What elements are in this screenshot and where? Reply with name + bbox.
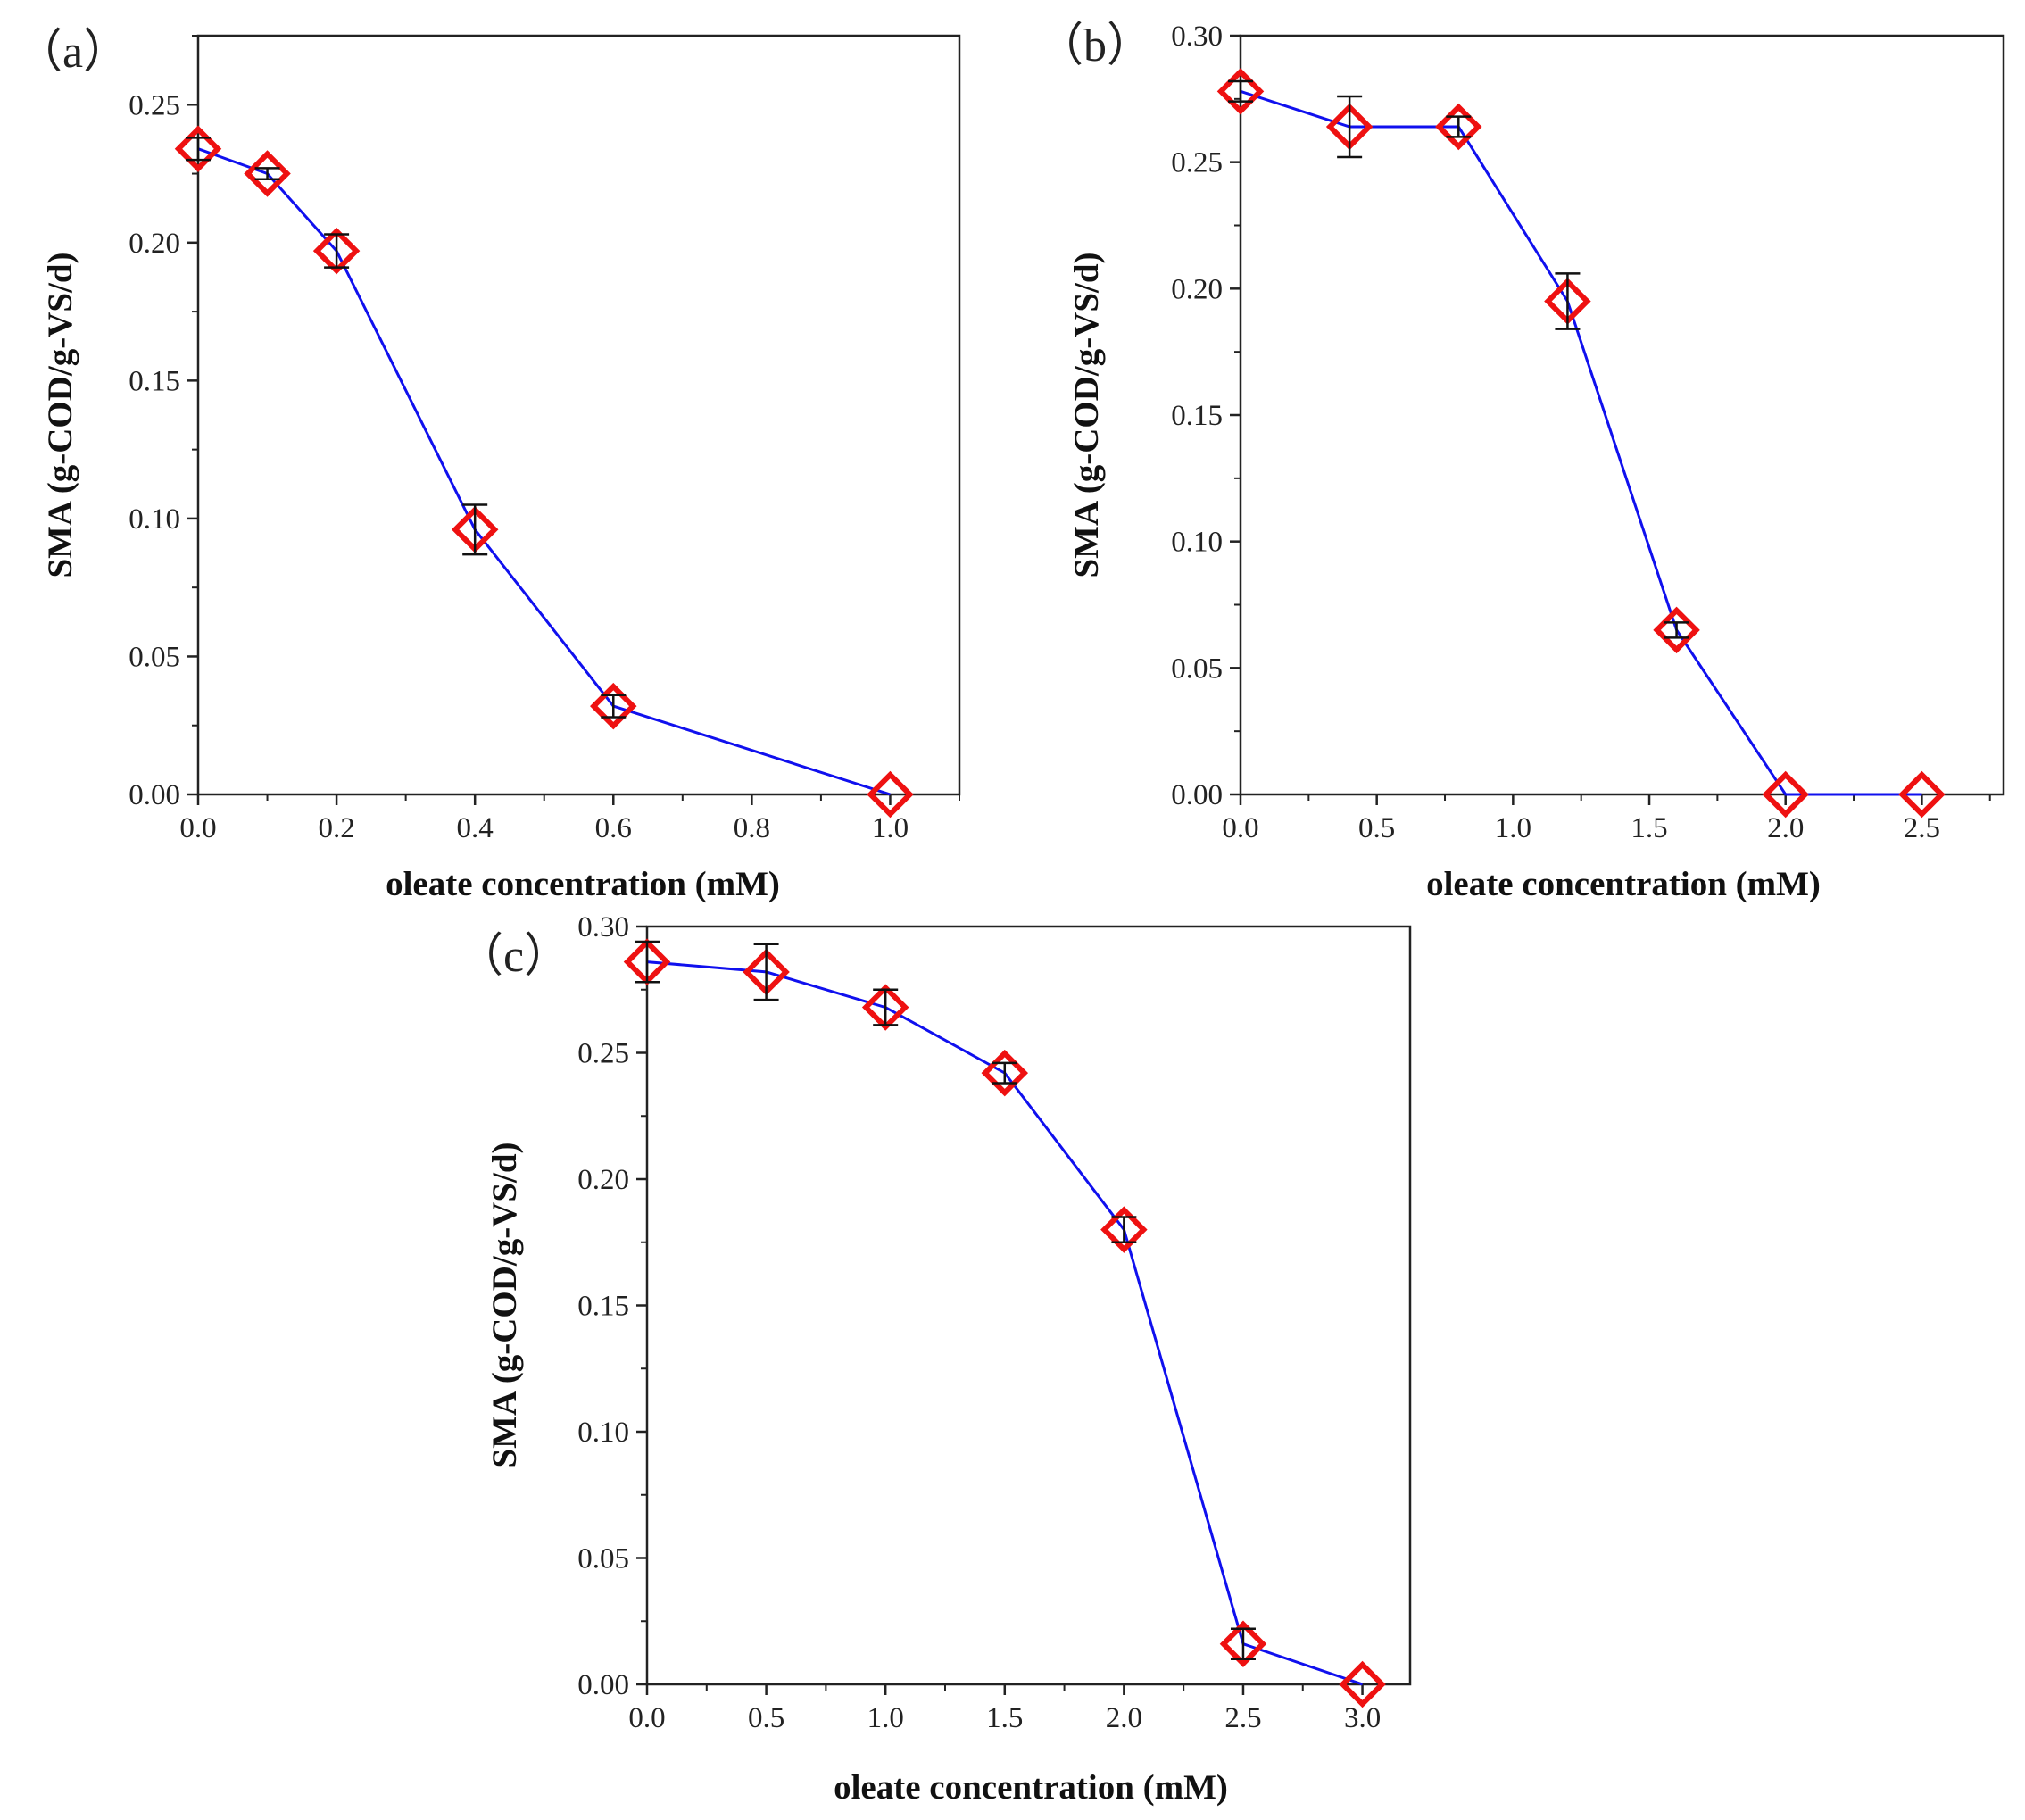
error-bar-a-0	[186, 137, 211, 162]
x-tick-label-a-1: 0.2	[318, 812, 354, 844]
panel-label-a: （a）	[16, 27, 129, 78]
x-axis-title-c: oleate concentration (mM)	[834, 1768, 1228, 1807]
error-bar-a-2	[324, 233, 350, 269]
error-bar-b-0	[1228, 79, 1253, 103]
y-tick-label-a-1: 0.05	[129, 641, 180, 673]
x-tick-label-b-3: 1.5	[1631, 812, 1667, 844]
y-tick-label-c-1: 0.05	[577, 1543, 629, 1575]
error-bar-b-1	[1337, 95, 1363, 159]
panel-a: （a） 0.0 0.2 0.4 0.6 0.8 1.00.000.050.100.150.…	[16, 27, 961, 903]
y-tick-label-b-6: 0.30	[1171, 21, 1223, 53]
y-tick-label-c-2: 0.10	[577, 1417, 629, 1449]
x-tick-label-c-5: 2.5	[1224, 1702, 1261, 1734]
error-bar-b-4	[1664, 621, 1689, 639]
series-line-b	[1240, 89, 1922, 796]
data-point-c-2	[861, 984, 909, 1031]
y-tick-label-b-0: 0.00	[1171, 779, 1223, 811]
y-tick-label-c-6: 0.30	[577, 911, 629, 943]
x-tick-label-b-0: 0.0	[1222, 812, 1258, 844]
panel-label-c: （c）	[457, 931, 570, 982]
data-point-c-4	[1100, 1206, 1148, 1253]
error-bar-c-1	[753, 943, 779, 1001]
data-point-b-5	[1762, 770, 1809, 819]
data-point-a-2	[312, 227, 361, 275]
error-bar-c-2	[873, 988, 899, 1026]
y-tick-label-a-0: 0.00	[129, 779, 180, 811]
x-tick-label-c-4: 2.0	[1106, 1702, 1142, 1734]
x-tick-label-a-3: 0.6	[595, 812, 632, 844]
data-point-a-5	[867, 770, 914, 819]
x-tick-label-c-2: 1.0	[867, 1702, 904, 1734]
x-axis-title-b: oleate concentration (mM)	[1426, 865, 1821, 903]
y-tick-label-a-4: 0.20	[129, 228, 180, 260]
plot-frame-b	[1239, 34, 2005, 796]
x-tick-label-c-3: 1.5	[986, 1702, 1023, 1734]
error-bar-a-1	[254, 167, 280, 180]
data-point-b-2	[1435, 103, 1482, 151]
plot-frame-c	[645, 925, 1412, 1686]
x-axis-title-a: oleate concentration (mM)	[386, 865, 780, 903]
y-tick-label-b-1: 0.05	[1171, 652, 1223, 685]
y-tick-label-b-2: 0.10	[1171, 527, 1223, 559]
y-axis-title-c: SMA (g-COD/g-VS/d)	[486, 1142, 524, 1467]
y-tick-label-b-4: 0.20	[1171, 273, 1223, 305]
y-tick-label-c-5: 0.25	[577, 1038, 629, 1070]
error-bar-a-4	[601, 694, 627, 719]
x-tick-label-a-4: 0.8	[734, 812, 770, 844]
y-tick-label-c-3: 0.15	[577, 1291, 629, 1323]
panel-label-b: （b）	[1037, 21, 1153, 71]
y-tick-label-b-5: 0.25	[1171, 147, 1223, 179]
y-tick-label-a-5: 0.25	[129, 89, 180, 121]
x-tick-label-c-0: 0.0	[628, 1702, 665, 1734]
data-point-b-6	[1898, 770, 1946, 819]
x-tick-label-b-2: 1.0	[1495, 812, 1531, 844]
error-bar-c-3	[992, 1061, 1017, 1085]
y-tick-label-c-0: 0.00	[577, 1669, 629, 1701]
series-line-a	[197, 147, 891, 796]
error-bar-b-3	[1555, 272, 1581, 330]
y-tick-label-c-4: 0.20	[577, 1164, 629, 1196]
data-point-a-4	[590, 682, 637, 730]
data-point-a-0	[174, 125, 222, 172]
x-tick-label-c-1: 0.5	[748, 1702, 784, 1734]
panel-b: （b） 0.0 0.5 1.0 1.5 2.0 2.50.000.050.100.150.…	[1037, 21, 2005, 903]
error-bar-a-3	[462, 503, 488, 556]
y-axis-title-a: SMA (g-COD/g-VS/d)	[41, 252, 79, 578]
data-point-c-5	[1219, 1620, 1267, 1667]
x-tick-label-a-0: 0.0	[179, 812, 216, 844]
x-tick-label-b-1: 0.5	[1358, 812, 1395, 844]
data-point-c-6	[1339, 1660, 1386, 1708]
y-tick-label-a-3: 0.15	[129, 365, 180, 397]
data-point-a-1	[244, 150, 291, 197]
error-bar-c-4	[1111, 1216, 1137, 1243]
y-tick-label-a-2: 0.10	[129, 503, 180, 536]
data-point-c-3	[981, 1049, 1029, 1097]
error-bar-b-2	[1446, 115, 1472, 138]
data-point-b-4	[1653, 606, 1700, 654]
y-axis-title-b: SMA (g-COD/g-VS/d)	[1067, 252, 1106, 578]
x-tick-label-a-2: 0.4	[457, 812, 494, 844]
error-bar-c-0	[635, 940, 660, 984]
y-tick-label-b-3: 0.15	[1171, 400, 1223, 432]
data-point-b-0	[1216, 68, 1265, 115]
plot-frame-a	[196, 34, 961, 796]
panel-c: （c） 0.0 0.5 1.0 1.5 2.0 2.5 3.00.000.050.100.1…	[457, 911, 1412, 1807]
error-bar-c-5	[1230, 1627, 1256, 1660]
